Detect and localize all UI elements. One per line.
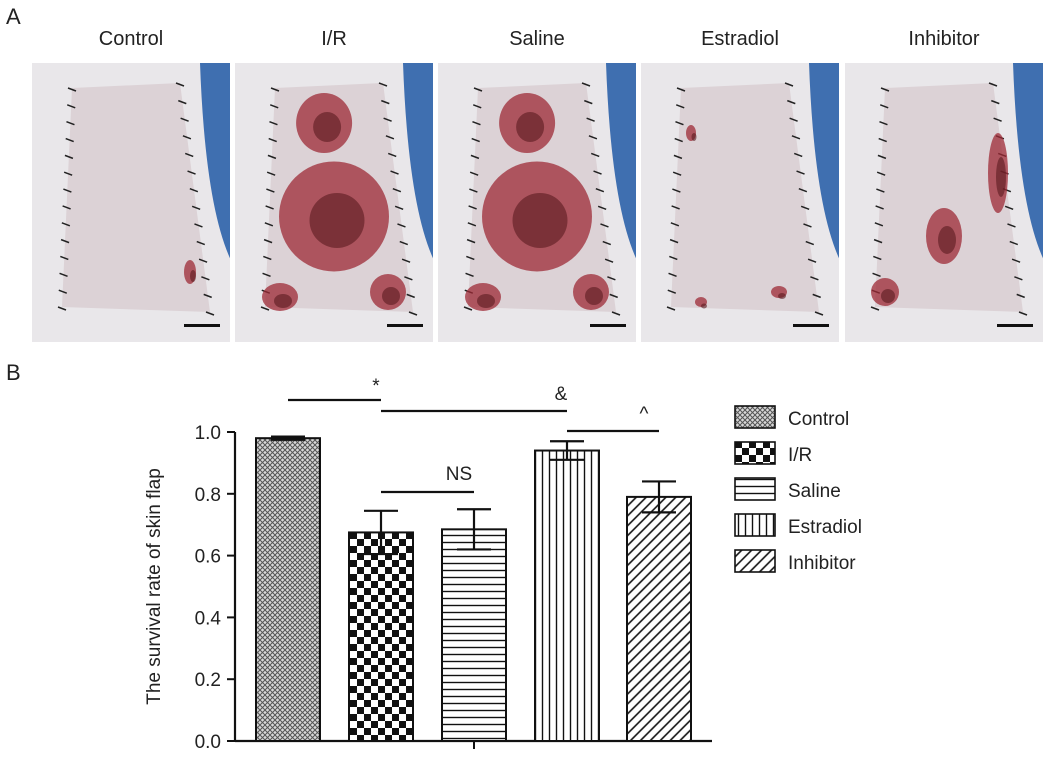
skin-flap-photo [235, 63, 433, 342]
bar-saline [441, 528, 507, 743]
bar-estradiol [534, 449, 600, 742]
significance-label: & [555, 384, 568, 405]
y-tick-label: 0.0 [195, 732, 221, 753]
significance-label: * [372, 376, 380, 397]
photo-title-control: Control [98, 28, 164, 50]
legend-label: I/R [788, 445, 812, 466]
skin-flap-photo [845, 63, 1043, 342]
y-axis-label: The survival rate of skin flap [144, 468, 165, 705]
legend-swatch [734, 513, 776, 537]
photo-title-ir: I/R [321, 28, 347, 50]
legend-swatch [734, 405, 776, 429]
y-tick-label: 0.6 [195, 547, 221, 568]
legend-swatch [734, 477, 776, 501]
legend-label: Control [788, 409, 849, 430]
bar-ir [348, 531, 414, 742]
legend-swatch [734, 441, 776, 465]
skin-flap-photo [641, 63, 839, 342]
y-tick-label: 0.2 [195, 670, 221, 691]
panel-b-letter: B [6, 360, 21, 385]
significance-label: NS [446, 464, 472, 485]
skin-flap-photo [32, 63, 230, 342]
photo-title-inhibitor: Inhibitor [908, 28, 980, 50]
bar-control [255, 437, 321, 742]
panel-a-letter: A [6, 4, 21, 29]
legend-label: Estradiol [788, 517, 862, 538]
legend-label: Saline [788, 481, 841, 502]
photo-title-estradiol: Estradiol [701, 28, 779, 50]
legend-swatch [734, 549, 776, 573]
legend-label: Inhibitor [788, 553, 856, 574]
photo-title-saline: Saline [509, 28, 565, 50]
skin-flap-photo [438, 63, 636, 342]
y-tick-label: 0.4 [195, 608, 222, 629]
bar-inhibitor [626, 495, 692, 743]
y-tick-label: 0.8 [195, 485, 221, 506]
y-tick-label: 1.0 [195, 423, 221, 444]
significance-label: ^ [640, 404, 649, 425]
